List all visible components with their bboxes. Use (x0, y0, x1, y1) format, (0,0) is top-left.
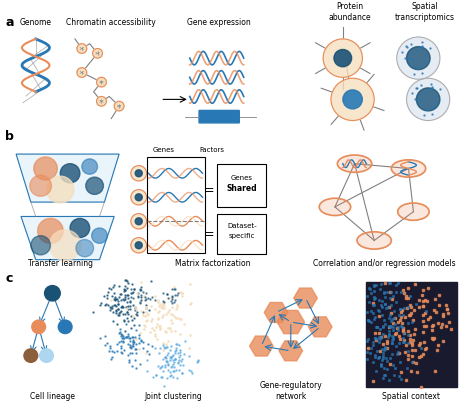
Circle shape (24, 349, 38, 362)
Circle shape (38, 218, 63, 243)
Circle shape (131, 190, 146, 205)
Circle shape (70, 218, 90, 238)
Circle shape (76, 239, 93, 257)
Text: Matrix factorization: Matrix factorization (174, 259, 250, 269)
Circle shape (46, 176, 74, 203)
Circle shape (135, 218, 142, 225)
Circle shape (334, 49, 352, 67)
Text: Genome: Genome (20, 17, 52, 27)
Circle shape (97, 96, 106, 106)
Circle shape (31, 236, 50, 255)
Polygon shape (294, 288, 317, 308)
Polygon shape (250, 336, 273, 356)
Circle shape (60, 164, 80, 183)
Circle shape (135, 170, 142, 177)
Text: Spatial context: Spatial context (383, 392, 440, 401)
FancyBboxPatch shape (199, 111, 239, 123)
Ellipse shape (357, 232, 392, 249)
FancyBboxPatch shape (217, 164, 266, 207)
Text: Genes: Genes (152, 147, 174, 153)
Circle shape (416, 88, 440, 111)
Text: Transfer learning: Transfer learning (28, 259, 93, 269)
Circle shape (114, 101, 124, 111)
Text: Chromatin accessibility: Chromatin accessibility (66, 17, 156, 27)
Text: Genes: Genes (231, 175, 253, 181)
Circle shape (131, 238, 146, 253)
Text: Protein
abundance: Protein abundance (328, 2, 371, 22)
Polygon shape (21, 217, 114, 260)
Ellipse shape (319, 198, 351, 215)
Circle shape (77, 68, 87, 77)
Circle shape (32, 320, 46, 334)
Text: =: = (204, 184, 215, 197)
FancyBboxPatch shape (217, 213, 266, 254)
Polygon shape (264, 303, 288, 322)
Text: a: a (5, 17, 14, 30)
Circle shape (97, 77, 106, 87)
Circle shape (58, 320, 72, 334)
Circle shape (49, 230, 81, 261)
Circle shape (91, 228, 107, 243)
Text: Correlation and/or regression models: Correlation and/or regression models (313, 259, 456, 269)
Text: Shared: Shared (227, 183, 257, 192)
Circle shape (77, 44, 87, 53)
Circle shape (92, 49, 102, 58)
Polygon shape (309, 317, 332, 337)
Circle shape (30, 175, 51, 196)
Circle shape (131, 166, 146, 181)
Circle shape (135, 194, 142, 201)
Polygon shape (277, 310, 304, 334)
Text: b: b (5, 130, 14, 143)
Text: Spatial
transcriptomics: Spatial transcriptomics (395, 2, 455, 22)
Circle shape (397, 37, 440, 79)
Circle shape (82, 159, 98, 174)
Polygon shape (16, 154, 119, 202)
Circle shape (34, 157, 57, 180)
Text: Factors: Factors (200, 147, 225, 153)
Circle shape (131, 213, 146, 229)
Circle shape (135, 242, 142, 249)
Circle shape (331, 78, 374, 121)
Polygon shape (279, 341, 302, 361)
Text: specific: specific (228, 232, 255, 239)
Circle shape (407, 78, 450, 121)
Ellipse shape (392, 160, 426, 177)
Circle shape (407, 47, 430, 70)
Text: Gene-regulatory
network: Gene-regulatory network (259, 382, 322, 401)
Text: Gene expression: Gene expression (187, 17, 251, 27)
Circle shape (40, 349, 54, 362)
Circle shape (45, 286, 60, 301)
Circle shape (343, 90, 362, 109)
Circle shape (323, 39, 363, 77)
Text: =: = (204, 228, 215, 241)
Circle shape (86, 177, 103, 194)
Text: Dataset-: Dataset- (227, 223, 256, 229)
Text: Cell lineage: Cell lineage (30, 392, 75, 401)
Ellipse shape (398, 203, 429, 220)
FancyBboxPatch shape (366, 282, 456, 387)
Text: Joint clustering: Joint clustering (144, 392, 202, 401)
Ellipse shape (337, 155, 372, 172)
Text: c: c (5, 272, 13, 285)
